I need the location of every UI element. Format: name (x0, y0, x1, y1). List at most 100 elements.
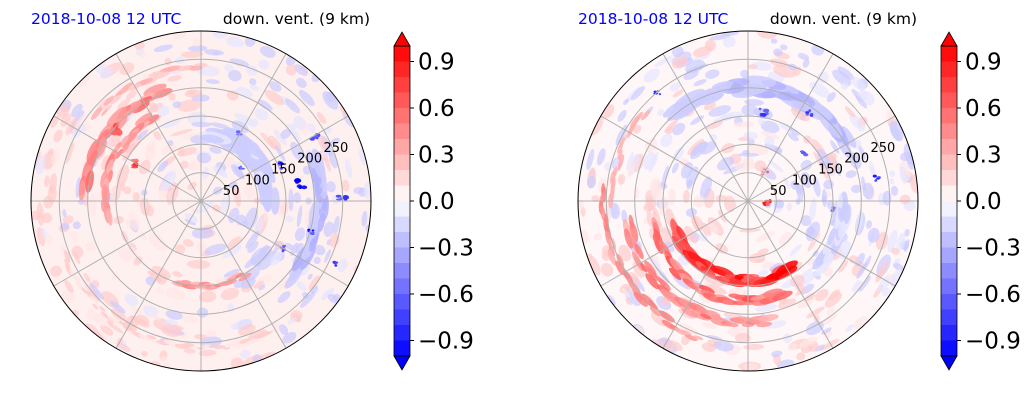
field-patch (187, 160, 202, 171)
colorbar-segment (941, 170, 957, 186)
field-patch (760, 120, 780, 134)
field-patch (701, 342, 716, 352)
field-patch (887, 229, 898, 253)
field-patch (838, 259, 849, 273)
field-band-cell (112, 318, 122, 325)
field-patch (630, 86, 645, 101)
field-patch (693, 79, 707, 87)
field-patch (196, 307, 209, 318)
colorbar-right: 0.9 0.6 0.3 0.0 −0.3 −0.6 −0.9 (940, 31, 1021, 371)
field-spot (298, 185, 303, 190)
field-patch (230, 318, 253, 330)
field-patch (43, 195, 54, 209)
field-spot (342, 195, 349, 200)
field-band-cell (633, 291, 648, 307)
field-band-cell (617, 142, 624, 154)
field-patch (600, 262, 614, 277)
field-patch (706, 120, 723, 130)
field-patch (307, 123, 316, 134)
field-patch (593, 233, 603, 241)
field-patch (578, 199, 584, 210)
field-patch (840, 82, 849, 90)
radial-tick-label: 150 (818, 163, 843, 178)
colorbar-segment (941, 278, 957, 295)
field-patch (316, 111, 327, 125)
field-patch (789, 244, 802, 257)
field-spot (872, 174, 877, 178)
field-patch (855, 252, 865, 267)
field-spot (810, 113, 814, 116)
field-band-cell (153, 71, 170, 79)
panel-title-right: down. vent. (9 km) (223, 10, 370, 28)
panel-title-left: 2018-10-08 12 UTC (31, 10, 181, 28)
colorbar-tick-label: 0.9 (965, 50, 1002, 76)
field-patch (890, 185, 899, 196)
field-patch (786, 202, 793, 212)
field-patch (313, 244, 326, 256)
field-patch (329, 233, 340, 248)
field-patch (802, 58, 810, 68)
field-patch (84, 241, 96, 252)
field-patch (257, 351, 275, 361)
field-patch (53, 129, 63, 143)
field-patch (109, 300, 126, 314)
field-patch (196, 152, 212, 164)
field-patch (777, 298, 797, 309)
field-patch (35, 154, 46, 175)
field-patch (607, 295, 616, 306)
field-patch (50, 265, 62, 277)
field-patch (896, 232, 906, 252)
field-spot (240, 167, 245, 170)
field-patch (269, 81, 282, 92)
colorbar-segment (941, 185, 957, 202)
field-band-cell (670, 298, 683, 308)
colorbar-tick-label: 0.9 (418, 50, 455, 76)
field-patch (708, 105, 732, 117)
field-patch (865, 220, 873, 229)
field-patch (310, 285, 318, 294)
field-spot (115, 129, 123, 136)
colorbar-segment (941, 201, 957, 217)
field-patch (669, 82, 681, 92)
field-band-cell (617, 149, 623, 160)
field-patch (122, 142, 136, 161)
field-band-cell (688, 302, 708, 314)
field-patch (196, 65, 220, 77)
field-patch (249, 84, 260, 91)
field-spot (760, 112, 767, 117)
field-patch (685, 208, 698, 217)
field-patch (700, 222, 712, 236)
field-patch (212, 204, 222, 213)
field-patch (324, 249, 332, 263)
grid-spoke (200, 115, 349, 202)
field-patch (622, 287, 631, 298)
field-patch (296, 77, 307, 89)
field-band-cell (668, 267, 682, 281)
field-patch (193, 333, 207, 340)
field-band-cell (732, 300, 746, 306)
field-band-cell (110, 94, 122, 105)
field-patch (259, 45, 276, 58)
field-band-cell (311, 148, 326, 180)
field-band-cell (146, 334, 157, 340)
field-patch (713, 340, 734, 352)
grid-spoke (747, 200, 896, 287)
colorbar-tick-label: 0.0 (418, 189, 455, 215)
field-patch (227, 236, 242, 249)
field-patch (316, 133, 328, 153)
field-band-cell (605, 230, 612, 246)
field-band-cell (64, 250, 71, 263)
field-patch (239, 349, 251, 359)
colorbar-tick-label: 0.0 (965, 189, 1002, 215)
grid-spoke (200, 200, 349, 287)
field-patch (264, 89, 285, 106)
field-patch (743, 343, 765, 351)
field-patch (71, 103, 83, 118)
field-band-cell (687, 282, 700, 291)
field-patch (237, 324, 256, 336)
field-patch (761, 131, 780, 140)
field-patch (787, 132, 799, 142)
field-spot (833, 208, 836, 210)
field-band-cell (307, 153, 315, 169)
field-patch (140, 197, 151, 216)
